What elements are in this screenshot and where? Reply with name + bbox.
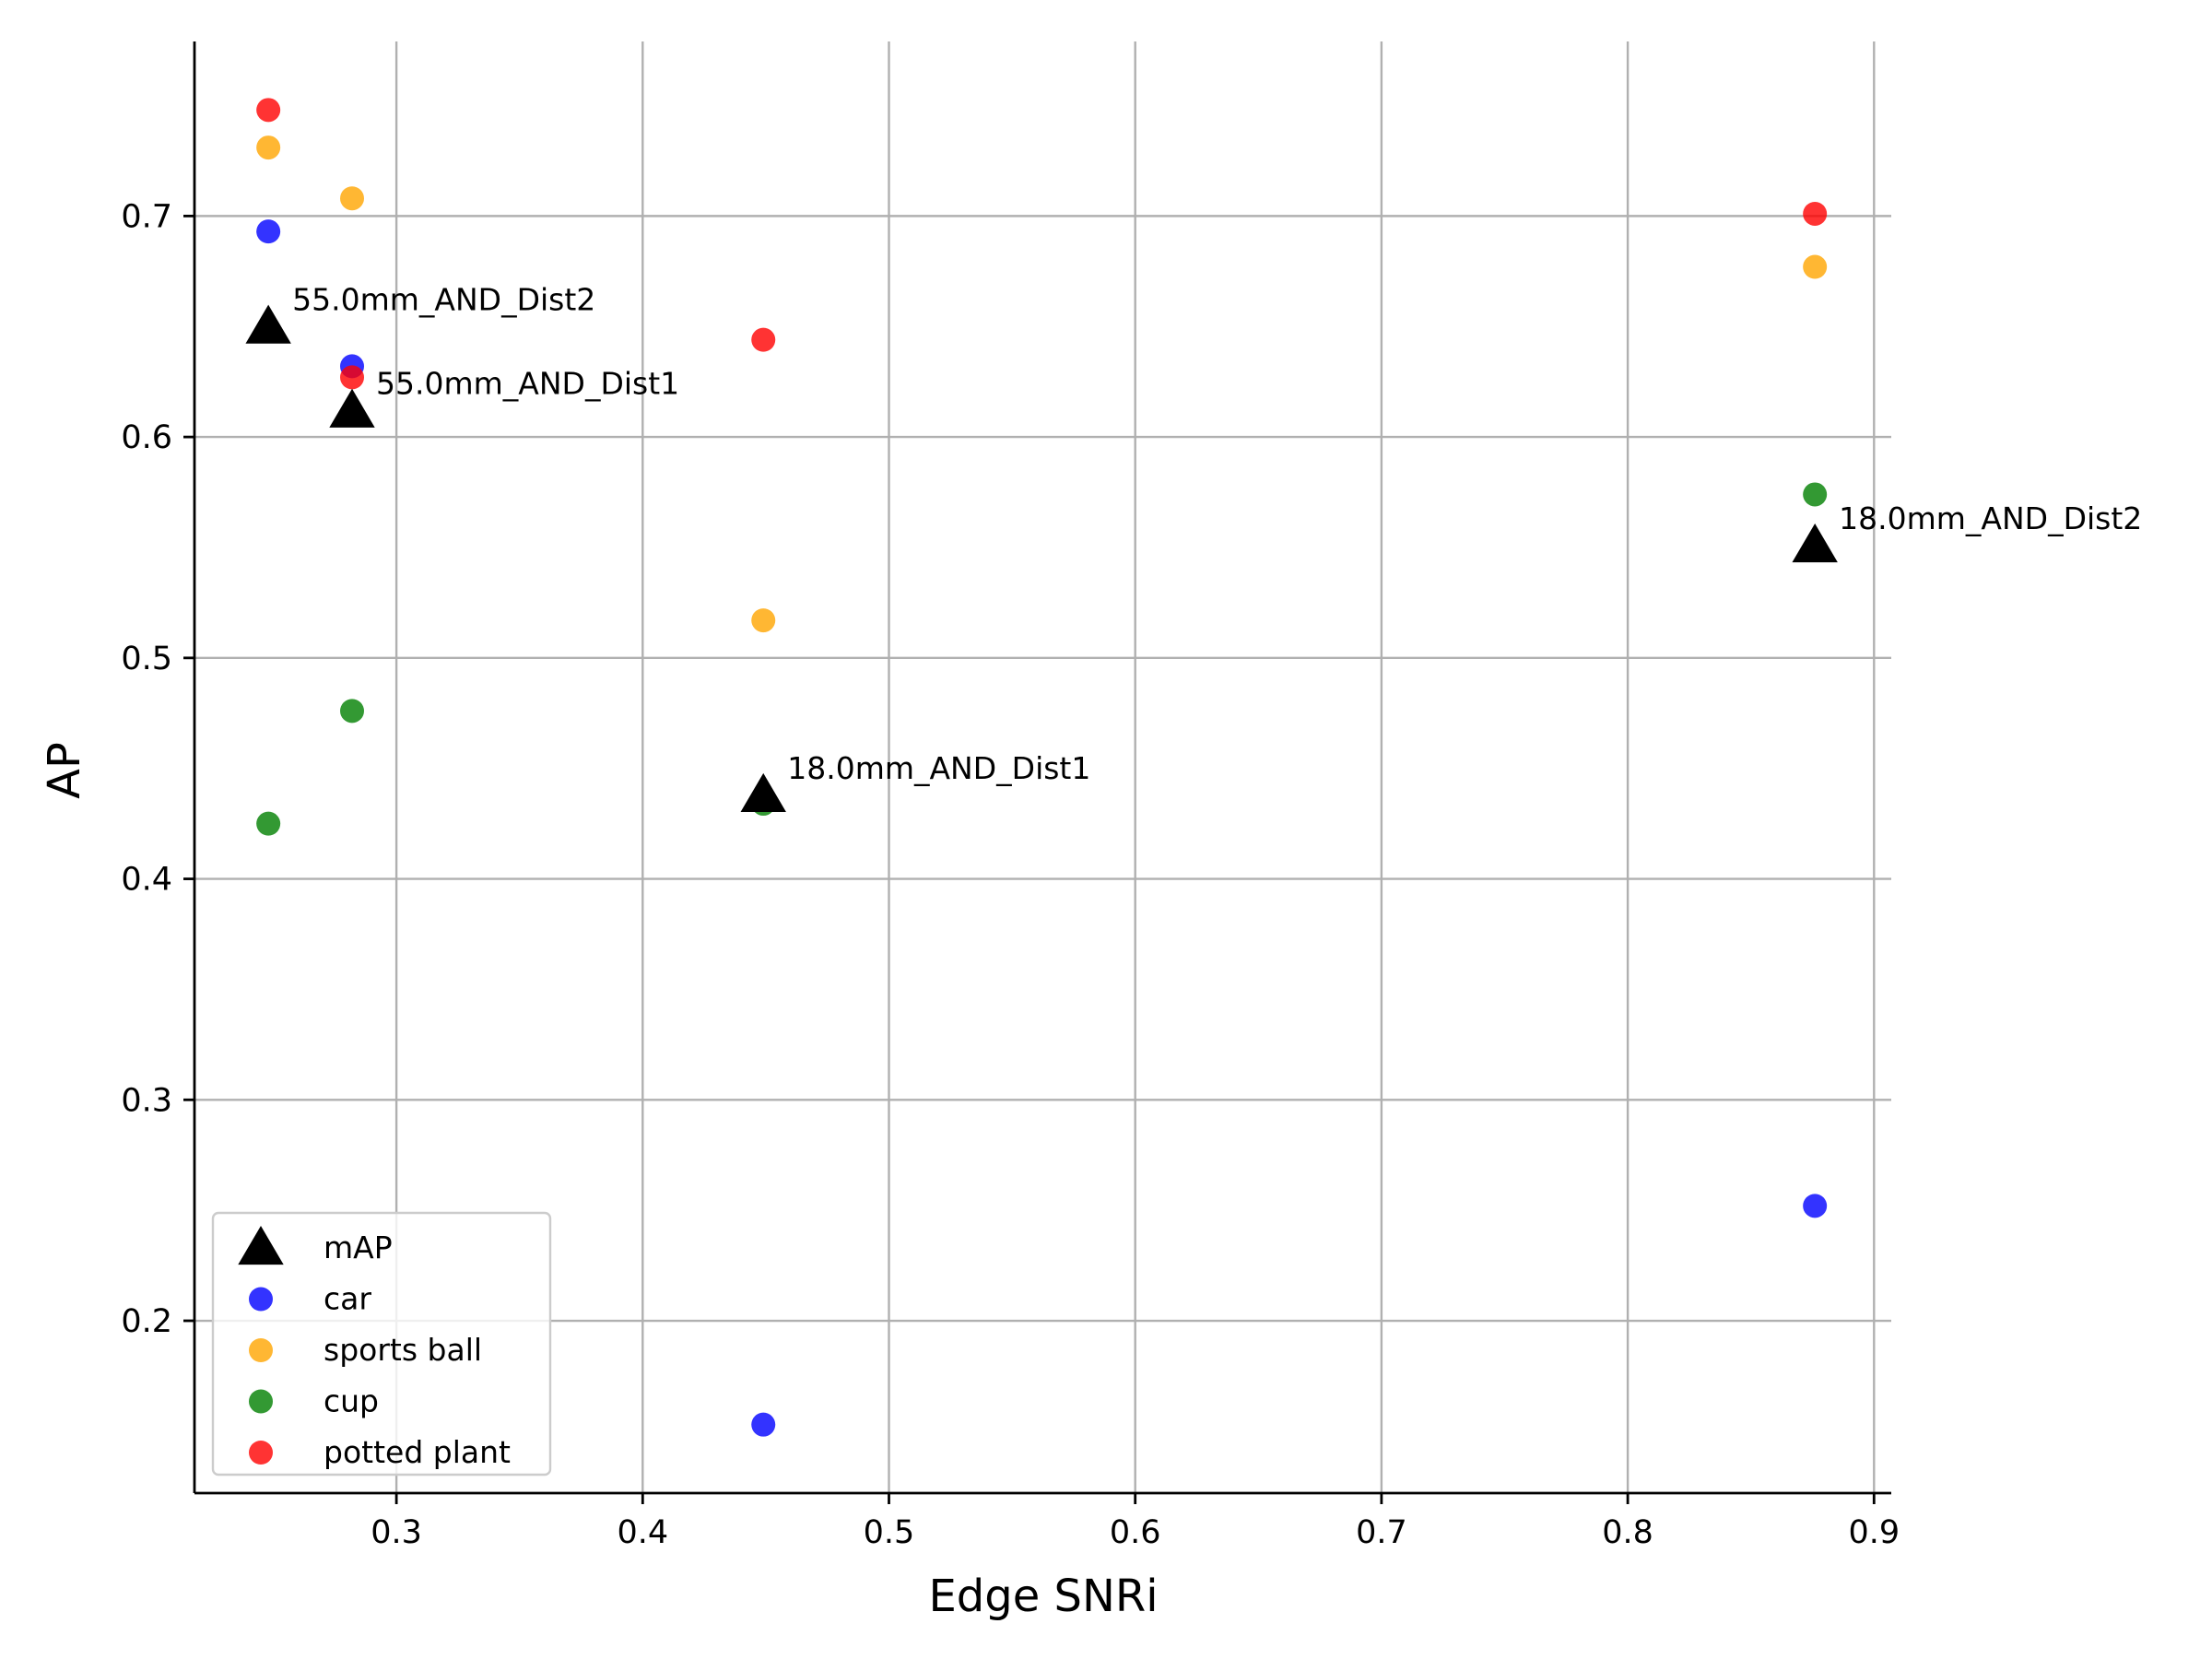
grid <box>194 41 1891 1493</box>
legend-marker-car <box>249 1287 273 1312</box>
legend-label-car: car <box>324 1281 371 1317</box>
cup-point <box>256 811 281 836</box>
legend: mAP car sports ball cup potted plant <box>211 1211 552 1477</box>
potted-plant-point <box>1803 201 1828 226</box>
map-marker <box>329 388 375 428</box>
legend-label-sports-ball: sports ball <box>324 1332 482 1368</box>
cup-point <box>1803 482 1828 507</box>
point-annotations: 55.0mm_AND_Dist2 55.0mm_AND_Dist1 18.0mm_A… <box>292 282 2142 786</box>
legend-marker-map <box>238 1226 284 1265</box>
sports-ball-point <box>1803 254 1828 279</box>
cup-point <box>340 699 365 724</box>
y-tick-label: 0.4 <box>121 862 172 899</box>
map-marker <box>1792 523 1838 563</box>
car-point <box>751 1412 776 1437</box>
map-annotation-label: 18.0mm_AND_Dist1 <box>787 750 1090 786</box>
x-tick-label: 0.6 <box>1110 1514 1161 1551</box>
car-point <box>256 219 281 244</box>
map-marker <box>245 304 291 344</box>
y-tick-label: 0.5 <box>121 641 172 677</box>
data-points <box>245 98 1838 1437</box>
potted-plant-point <box>256 98 281 123</box>
legend-marker-cup <box>249 1389 273 1414</box>
y-tick-label: 0.3 <box>121 1082 172 1119</box>
legend-label-cup: cup <box>324 1383 379 1419</box>
car-point <box>1803 1194 1828 1218</box>
sports-ball-point <box>340 186 365 211</box>
legend-marker-sports-ball <box>249 1338 273 1362</box>
x-axis-title: Edge SNRi <box>928 1571 1158 1622</box>
map-annotation-label: 55.0mm_AND_Dist2 <box>292 282 595 318</box>
axes-spines <box>193 41 1891 1495</box>
legend-box <box>211 1211 552 1477</box>
x-tick-label: 0.9 <box>1848 1514 1900 1551</box>
map-annotation-label: 55.0mm_AND_Dist1 <box>376 366 679 402</box>
y-tick-label: 0.2 <box>121 1303 172 1340</box>
axis-ticks: 0.3 0.4 0.5 0.6 0.7 0.8 0.9 0.2 0.3 0.4 0.5 0.6 0.7 <box>121 198 1900 1551</box>
potted-plant-point <box>751 327 776 352</box>
x-tick-label: 0.4 <box>617 1514 668 1551</box>
x-tick-label: 0.3 <box>371 1514 422 1551</box>
y-tick-label: 0.7 <box>121 198 172 235</box>
y-tick-label: 0.6 <box>121 419 172 456</box>
legend-label-potted-plant: potted plant <box>324 1434 511 1470</box>
potted-plant-point <box>340 365 365 390</box>
x-tick-label: 0.8 <box>1602 1514 1653 1551</box>
x-tick-label: 0.5 <box>864 1514 915 1551</box>
map-marker <box>740 772 786 812</box>
sports-ball-point <box>751 608 776 633</box>
legend-label-map: mAP <box>324 1230 393 1265</box>
x-tick-label: 0.7 <box>1356 1514 1407 1551</box>
sports-ball-point <box>256 135 281 160</box>
y-axis-title: AP <box>39 742 90 799</box>
legend-marker-potted-plant <box>249 1441 273 1465</box>
map-annotation-label: 18.0mm_AND_Dist2 <box>1839 500 2142 536</box>
